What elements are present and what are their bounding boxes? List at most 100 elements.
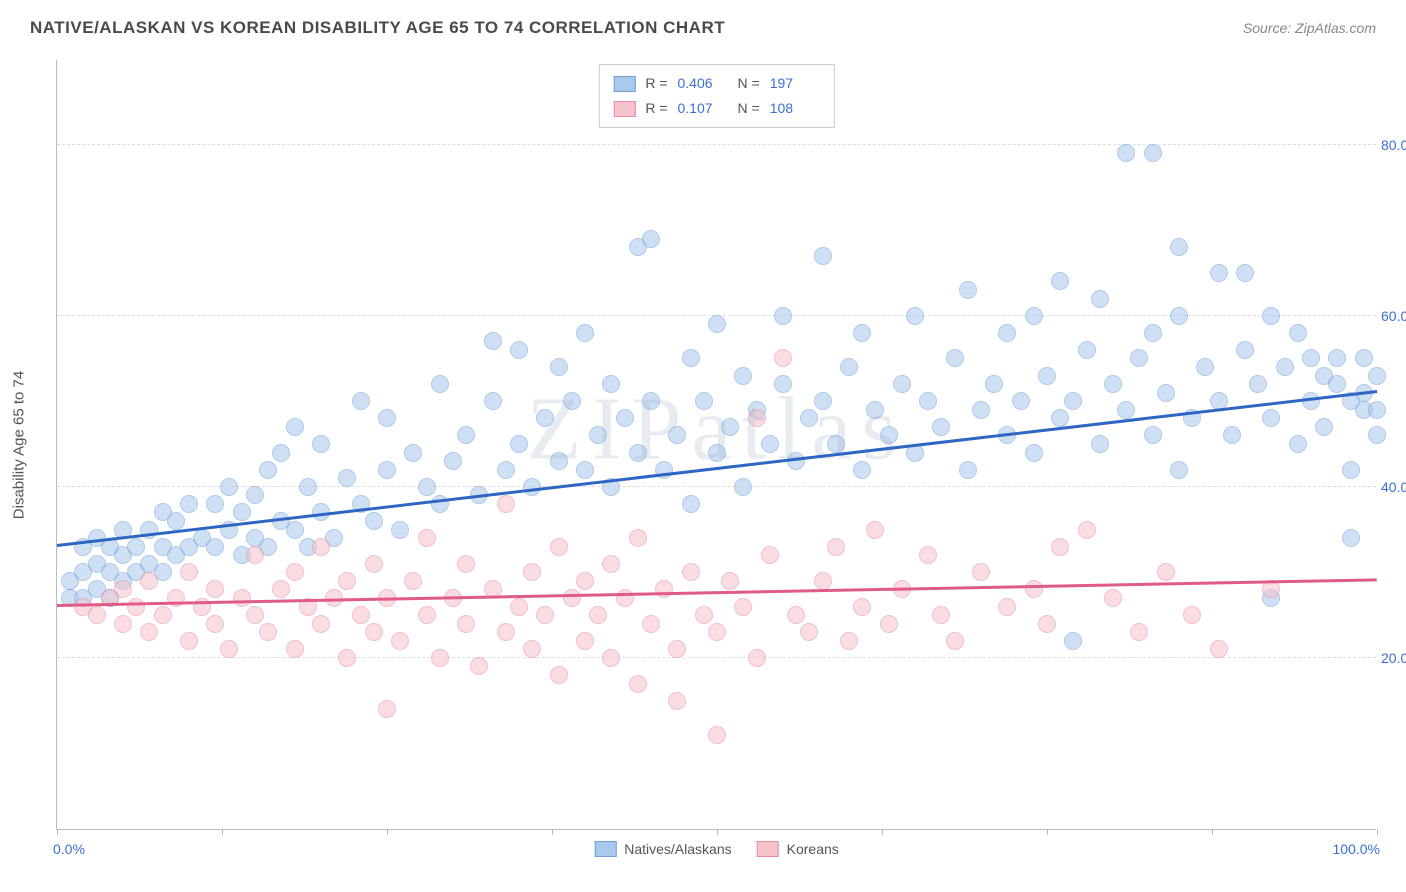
data-point [1012,392,1030,410]
data-point [642,615,660,633]
data-point [1091,290,1109,308]
data-point [589,606,607,624]
data-point [550,452,568,470]
stats-row-2: R = 0.107 N = 108 [613,96,819,121]
data-point [774,375,792,393]
data-point [259,461,277,479]
data-point [457,426,475,444]
data-point [1328,375,1346,393]
data-point [206,615,224,633]
data-point [800,623,818,641]
data-point [1249,375,1267,393]
data-point [682,495,700,513]
data-point [1170,461,1188,479]
data-point [616,409,634,427]
source-prefix: Source: [1243,20,1295,36]
data-point [576,632,594,650]
data-point [642,392,660,410]
data-point [1210,264,1228,282]
stats-legend: R = 0.406 N = 197 R = 0.107 N = 108 [598,64,834,128]
data-point [827,538,845,556]
data-point [457,555,475,573]
gridline [57,144,1376,145]
data-point [787,452,805,470]
data-point [220,640,238,658]
data-point [484,332,502,350]
data-point [180,563,198,581]
data-point [246,486,264,504]
data-point [114,615,132,633]
data-point [1117,401,1135,419]
r-value-2: 0.107 [678,96,728,121]
data-point [1328,349,1346,367]
data-point [523,563,541,581]
data-point [853,461,871,479]
data-point [1104,589,1122,607]
y-tick-label: 20.0% [1381,650,1406,666]
data-point [1144,144,1162,162]
data-point [352,392,370,410]
data-point [668,692,686,710]
n-label: N = [738,96,760,121]
data-point [1262,580,1280,598]
data-point [286,521,304,539]
data-point [444,452,462,470]
data-point [140,572,158,590]
data-point [246,546,264,564]
data-point [404,572,422,590]
data-point [352,606,370,624]
y-axis-title: Disability Age 65 to 74 [11,370,28,518]
data-point [932,606,950,624]
data-point [695,606,713,624]
data-point [682,563,700,581]
data-point [259,623,277,641]
data-point [734,478,752,496]
data-point [206,495,224,513]
data-point [1368,367,1386,385]
data-point [919,546,937,564]
x-tick [1377,829,1378,835]
data-point [576,572,594,590]
data-point [431,375,449,393]
data-point [998,598,1016,616]
data-point [1196,358,1214,376]
data-point [655,580,673,598]
n-value-1: 197 [770,71,820,96]
y-tick-label: 60.0% [1381,308,1406,324]
x-tick [882,829,883,835]
data-point [972,563,990,581]
r-label: R = [645,71,667,96]
data-point [497,495,515,513]
data-point [1051,538,1069,556]
data-point [378,409,396,427]
data-point [550,666,568,684]
data-point [589,426,607,444]
data-point [114,580,132,598]
data-point [1289,324,1307,342]
data-point [946,632,964,650]
data-point [338,649,356,667]
data-point [1051,409,1069,427]
data-point [470,657,488,675]
y-tick-label: 80.0% [1381,137,1406,153]
data-point [827,435,845,453]
data-point [642,230,660,248]
gridline [57,657,1376,658]
data-point [167,512,185,530]
data-point [1051,272,1069,290]
data-point [761,435,779,453]
data-point [946,349,964,367]
x-tick [1047,829,1048,835]
data-point [312,615,330,633]
legend-label-2: Koreans [787,841,839,857]
data-point [180,632,198,650]
data-point [629,529,647,547]
data-point [576,324,594,342]
data-point [510,435,528,453]
data-point [378,700,396,718]
data-point [391,632,409,650]
data-point [1130,349,1148,367]
data-point [1236,341,1254,359]
data-point [1342,461,1360,479]
data-point [853,598,871,616]
